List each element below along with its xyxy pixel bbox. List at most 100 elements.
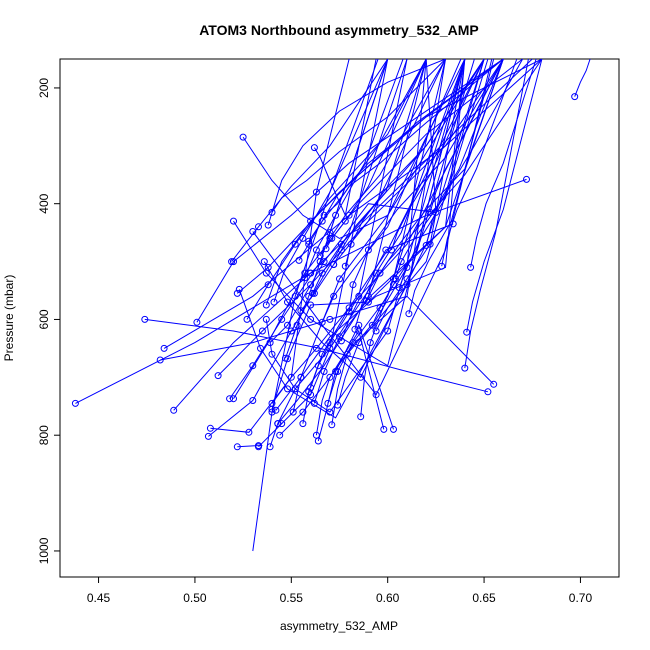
data-point xyxy=(295,256,303,264)
data-point xyxy=(204,432,212,440)
profile-series xyxy=(314,321,397,445)
profile-series xyxy=(330,59,427,268)
profile-series xyxy=(395,59,489,292)
y-tick-label: 400 xyxy=(37,193,51,213)
data-point xyxy=(305,237,313,245)
data-point xyxy=(299,234,307,242)
data-point xyxy=(376,269,384,277)
data-point xyxy=(388,246,395,254)
data-point xyxy=(297,373,305,381)
data-point xyxy=(239,133,247,141)
data-point xyxy=(336,275,343,283)
data-point xyxy=(226,395,234,403)
profile-line xyxy=(304,59,404,278)
data-point xyxy=(299,420,307,428)
profile-line xyxy=(319,59,446,257)
profile-line xyxy=(231,59,389,262)
data-point xyxy=(523,175,530,183)
x-axis-label: asymmetry_532_AMP xyxy=(280,619,398,633)
profile-line xyxy=(252,59,389,552)
profile-series xyxy=(372,59,466,335)
data-point xyxy=(330,292,338,300)
data-point xyxy=(384,327,392,335)
data-point xyxy=(314,437,322,445)
data-point xyxy=(287,373,295,381)
profile-series xyxy=(322,59,427,253)
profile-series xyxy=(264,59,446,229)
data-point xyxy=(270,298,278,306)
data-point xyxy=(357,373,365,381)
data-point xyxy=(310,399,318,407)
chart-title: ATOM3 Northbound asymmetry_532_AMP xyxy=(199,22,479,38)
data-point xyxy=(363,297,370,305)
data-point xyxy=(284,385,291,393)
x-tick-label: 0.55 xyxy=(280,591,304,605)
profile-series xyxy=(368,59,466,329)
data-point xyxy=(268,208,276,216)
data-point xyxy=(233,443,241,451)
x-tick-label: 0.65 xyxy=(472,591,496,605)
data-point xyxy=(337,246,345,254)
data-point xyxy=(467,263,475,271)
data-point xyxy=(320,211,328,219)
data-point xyxy=(307,217,315,225)
profile-line xyxy=(277,59,427,424)
profile-line xyxy=(196,59,504,323)
data-point xyxy=(249,362,257,370)
data-point xyxy=(322,245,330,253)
data-point xyxy=(405,310,413,318)
profile-series xyxy=(328,59,427,429)
data-point xyxy=(307,281,315,289)
data-point xyxy=(372,327,380,335)
profile-line xyxy=(408,59,495,314)
profile-line xyxy=(302,59,485,424)
data-point xyxy=(307,315,315,323)
data-point xyxy=(334,401,342,409)
profile-line xyxy=(160,295,495,385)
data-point xyxy=(316,252,324,260)
profile-line xyxy=(265,59,504,306)
data-point xyxy=(422,241,430,249)
profile-line xyxy=(325,59,427,250)
data-point xyxy=(395,284,403,292)
data-point xyxy=(266,339,274,347)
data-point xyxy=(257,344,264,352)
profile-series xyxy=(422,59,504,249)
data-point xyxy=(366,339,374,347)
data-point xyxy=(260,258,268,266)
profile-line xyxy=(348,59,504,312)
profile-series xyxy=(318,59,462,326)
profile-line xyxy=(375,59,466,332)
profile-series xyxy=(141,315,492,396)
profile-series xyxy=(438,59,518,270)
profile-line xyxy=(574,59,591,97)
data-point xyxy=(376,304,384,312)
data-point xyxy=(391,275,399,283)
data-point xyxy=(235,285,243,293)
data-point xyxy=(262,301,270,309)
y-tick-label: 200 xyxy=(37,78,51,98)
data-point xyxy=(230,217,237,225)
x-tick-label: 0.50 xyxy=(183,591,207,605)
data-point xyxy=(249,228,257,235)
data-point xyxy=(307,301,315,309)
data-point xyxy=(264,263,272,271)
profile-line xyxy=(441,59,518,267)
profile-series xyxy=(239,59,466,239)
data-point xyxy=(324,399,332,407)
data-point xyxy=(332,211,340,219)
data-point xyxy=(326,408,334,416)
data-point xyxy=(326,339,334,347)
data-point xyxy=(357,413,365,421)
data-point xyxy=(330,261,338,268)
data-point xyxy=(364,246,372,254)
profile-series xyxy=(334,59,485,409)
data-point xyxy=(312,188,320,196)
profile-series xyxy=(324,59,466,407)
profile-line xyxy=(313,59,504,404)
y-tick-label: 800 xyxy=(37,425,51,445)
profile-series xyxy=(405,59,495,318)
data-point xyxy=(299,408,307,416)
profile-line xyxy=(267,59,446,226)
profile-series xyxy=(252,59,389,552)
